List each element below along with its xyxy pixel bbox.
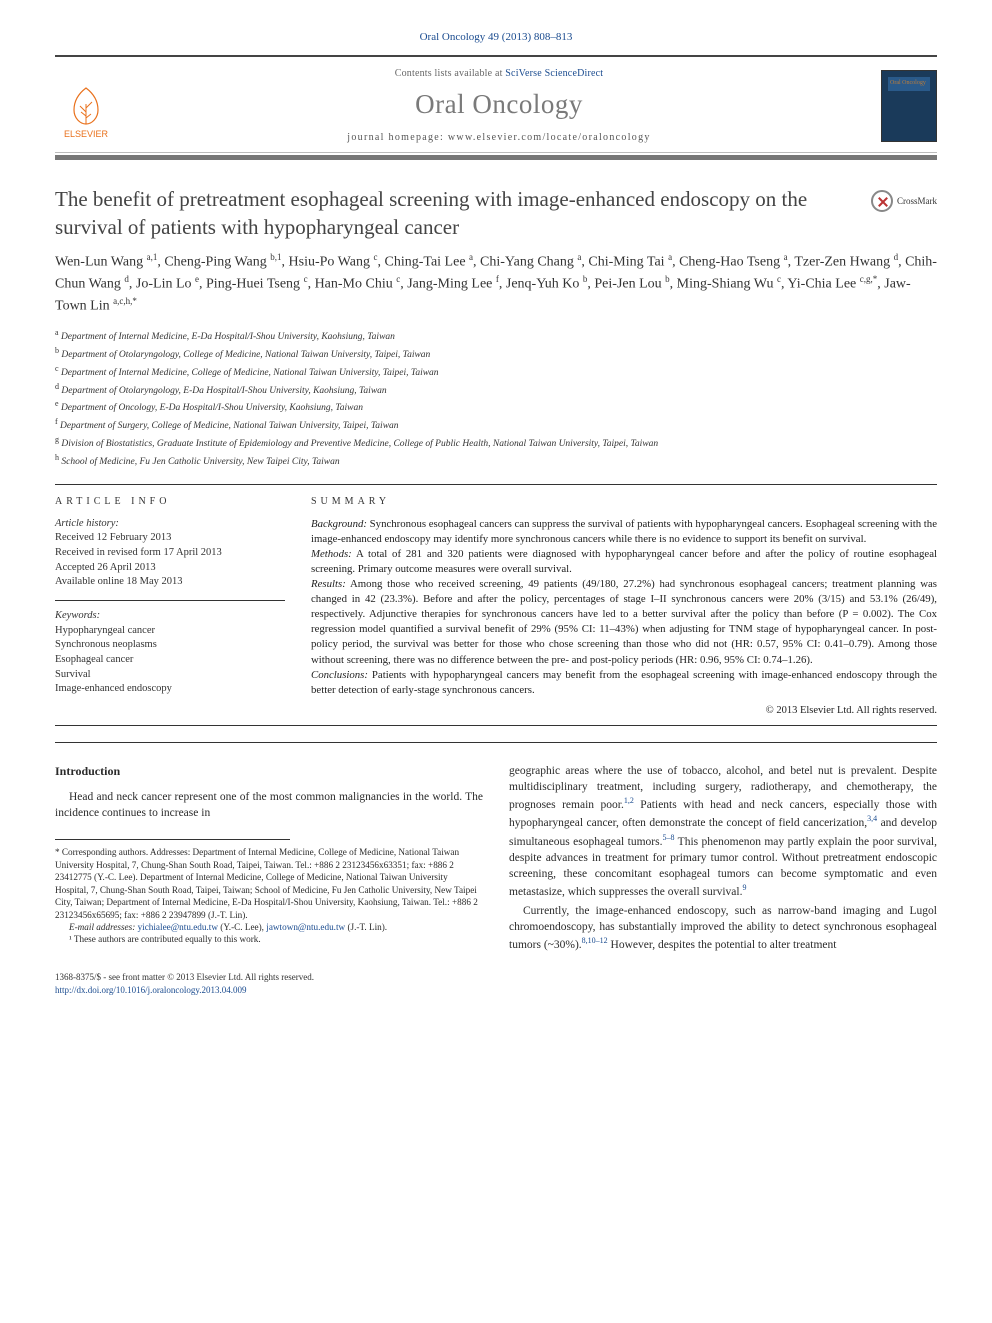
homepage-url[interactable]: www.elsevier.com/locate/oraloncology (448, 132, 651, 143)
bg-text: Synchronous esophageal cancers can suppr… (311, 518, 937, 545)
history-item: Received in revised form 17 April 2013 (55, 546, 285, 561)
rule-above-info (55, 484, 937, 485)
publisher-logo-label: ELSEVIER (64, 128, 108, 140)
intro-p3: Currently, the image-enhanced endoscopy,… (509, 903, 937, 954)
ref-9[interactable]: 9 (742, 883, 746, 892)
rule-above-body (55, 742, 937, 743)
crossmark-label: CrossMark (897, 195, 937, 207)
journal-name: Oral Oncology (129, 86, 869, 122)
article-title: The benefit of pretreatment esophageal s… (55, 186, 861, 241)
journal-banner: ELSEVIER Contents lists available at Sci… (55, 55, 937, 153)
footnote-rule (55, 839, 290, 840)
introduction-heading: Introduction (55, 763, 483, 779)
keyword-item: Survival (55, 668, 285, 683)
equal-contrib-note: ¹ These authors are contributed equally … (55, 933, 483, 945)
rule-info-mid (55, 600, 285, 601)
contents-prefix: Contents lists available at (395, 68, 506, 79)
email-label: E-mail addresses: (69, 922, 135, 932)
keyword-item: Esophageal cancer (55, 653, 285, 668)
corresponding-authors-note: * Corresponding authors. Addresses: Depa… (55, 846, 483, 921)
history-item: Received 12 February 2013 (55, 531, 285, 546)
banner-bottom-rule (55, 155, 937, 160)
journal-cover-thumb: Oral Oncology (881, 70, 937, 142)
ref-5-8[interactable]: 5–8 (662, 833, 674, 842)
doi-link[interactable]: http://dx.doi.org/10.1016/j.oraloncology… (55, 985, 247, 995)
journal-homepage-line: journal homepage: www.elsevier.com/locat… (129, 131, 869, 145)
email-link-2[interactable]: jawtown@ntu.edu.tw (266, 922, 345, 932)
conclusions-text: Patients with hypopharyngeal cancers may… (311, 669, 937, 696)
article-history-block: Article history: Received 12 February 20… (55, 517, 285, 590)
affiliation-list: a Department of Internal Medicine, E-Da … (55, 327, 937, 470)
results-label: Results: (311, 578, 346, 590)
rule-below-summary (55, 725, 937, 726)
intro-col2-text: geographic areas where the use of tobacc… (509, 763, 937, 954)
intro-p3b: However, despites the potential to alter… (608, 939, 837, 951)
banner-center: Contents lists available at SciVerse Sci… (129, 67, 869, 144)
cover-thumb-label: Oral Oncology (890, 79, 926, 87)
front-matter-line: 1368-8375/$ - see front matter © 2013 El… (55, 971, 314, 983)
intro-col1-text: Head and neck cancer represent one of th… (55, 789, 483, 822)
ref-3-4[interactable]: 3,4 (867, 814, 877, 823)
keyword-item: Synchronous neoplasms (55, 638, 285, 653)
history-item: Accepted 26 April 2013 (55, 561, 285, 576)
affiliation-item: a Department of Internal Medicine, E-Da … (55, 327, 937, 345)
results-text: Among those who received screening, 49 p… (311, 578, 937, 666)
ref-8-10-12[interactable]: 8,10–12 (582, 936, 608, 945)
bg-label: Background: (311, 518, 367, 530)
affiliation-item: h School of Medicine, Fu Jen Catholic Un… (55, 452, 937, 470)
email-who-1: (Y.-C. Lee), (218, 922, 266, 932)
history-item: Available online 18 May 2013 (55, 575, 285, 590)
affiliation-item: g Division of Biostatistics, Graduate In… (55, 434, 937, 452)
author-list: Wen-Lun Wang a,1, Cheng-Ping Wang b,1, H… (55, 251, 937, 317)
summary-heading: SUMMARY (311, 495, 937, 509)
affiliation-item: c Department of Internal Medicine, Colle… (55, 363, 937, 381)
affiliation-item: d Department of Otolaryngology, E-Da Hos… (55, 381, 937, 399)
affiliation-item: b Department of Otolaryngology, College … (55, 345, 937, 363)
keyword-item: Hypopharyngeal cancer (55, 624, 285, 639)
email-link-1[interactable]: yichialee@ntu.edu.tw (138, 922, 218, 932)
affiliation-item: e Department of Oncology, E-Da Hospital/… (55, 398, 937, 416)
elsevier-tree-icon (64, 84, 108, 128)
email-who-2: (J.-T. Lin). (345, 922, 387, 932)
footnotes: * Corresponding authors. Addresses: Depa… (55, 846, 483, 945)
methods-label: Methods: (311, 548, 352, 560)
methods-text: A total of 281 and 320 patients were dia… (311, 548, 937, 575)
summary-text: Background: Synchronous esophageal cance… (311, 517, 937, 719)
crossmark-widget[interactable]: CrossMark (871, 190, 937, 212)
page-footer: 1368-8375/$ - see front matter © 2013 El… (55, 971, 937, 995)
affiliation-item: f Department of Surgery, College of Medi… (55, 416, 937, 434)
email-line: E-mail addresses: yichialee@ntu.edu.tw (… (55, 921, 483, 933)
ref-1-2[interactable]: 1,2 (624, 796, 634, 805)
intro-p1: Head and neck cancer represent one of th… (55, 789, 483, 822)
intro-p2: geographic areas where the use of tobacc… (509, 763, 937, 901)
homepage-prefix: journal homepage: (347, 132, 448, 143)
conclusions-label: Conclusions: (311, 669, 368, 681)
contents-available-line: Contents lists available at SciVerse Sci… (129, 67, 869, 81)
history-label: Article history: (55, 518, 119, 529)
sciencedirect-link[interactable]: SciVerse ScienceDirect (505, 68, 603, 79)
keywords-label: Keywords: (55, 610, 100, 621)
publisher-logo: ELSEVIER (55, 71, 117, 141)
crossmark-icon (871, 190, 893, 212)
keyword-item: Image-enhanced endoscopy (55, 682, 285, 697)
keywords-block: Keywords: Hypopharyngeal cancerSynchrono… (55, 609, 285, 697)
summary-copyright: © 2013 Elsevier Ltd. All rights reserved… (311, 704, 937, 719)
running-citation: Oral Oncology 49 (2013) 808–813 (55, 30, 937, 45)
article-info-heading: ARTICLE INFO (55, 495, 285, 509)
